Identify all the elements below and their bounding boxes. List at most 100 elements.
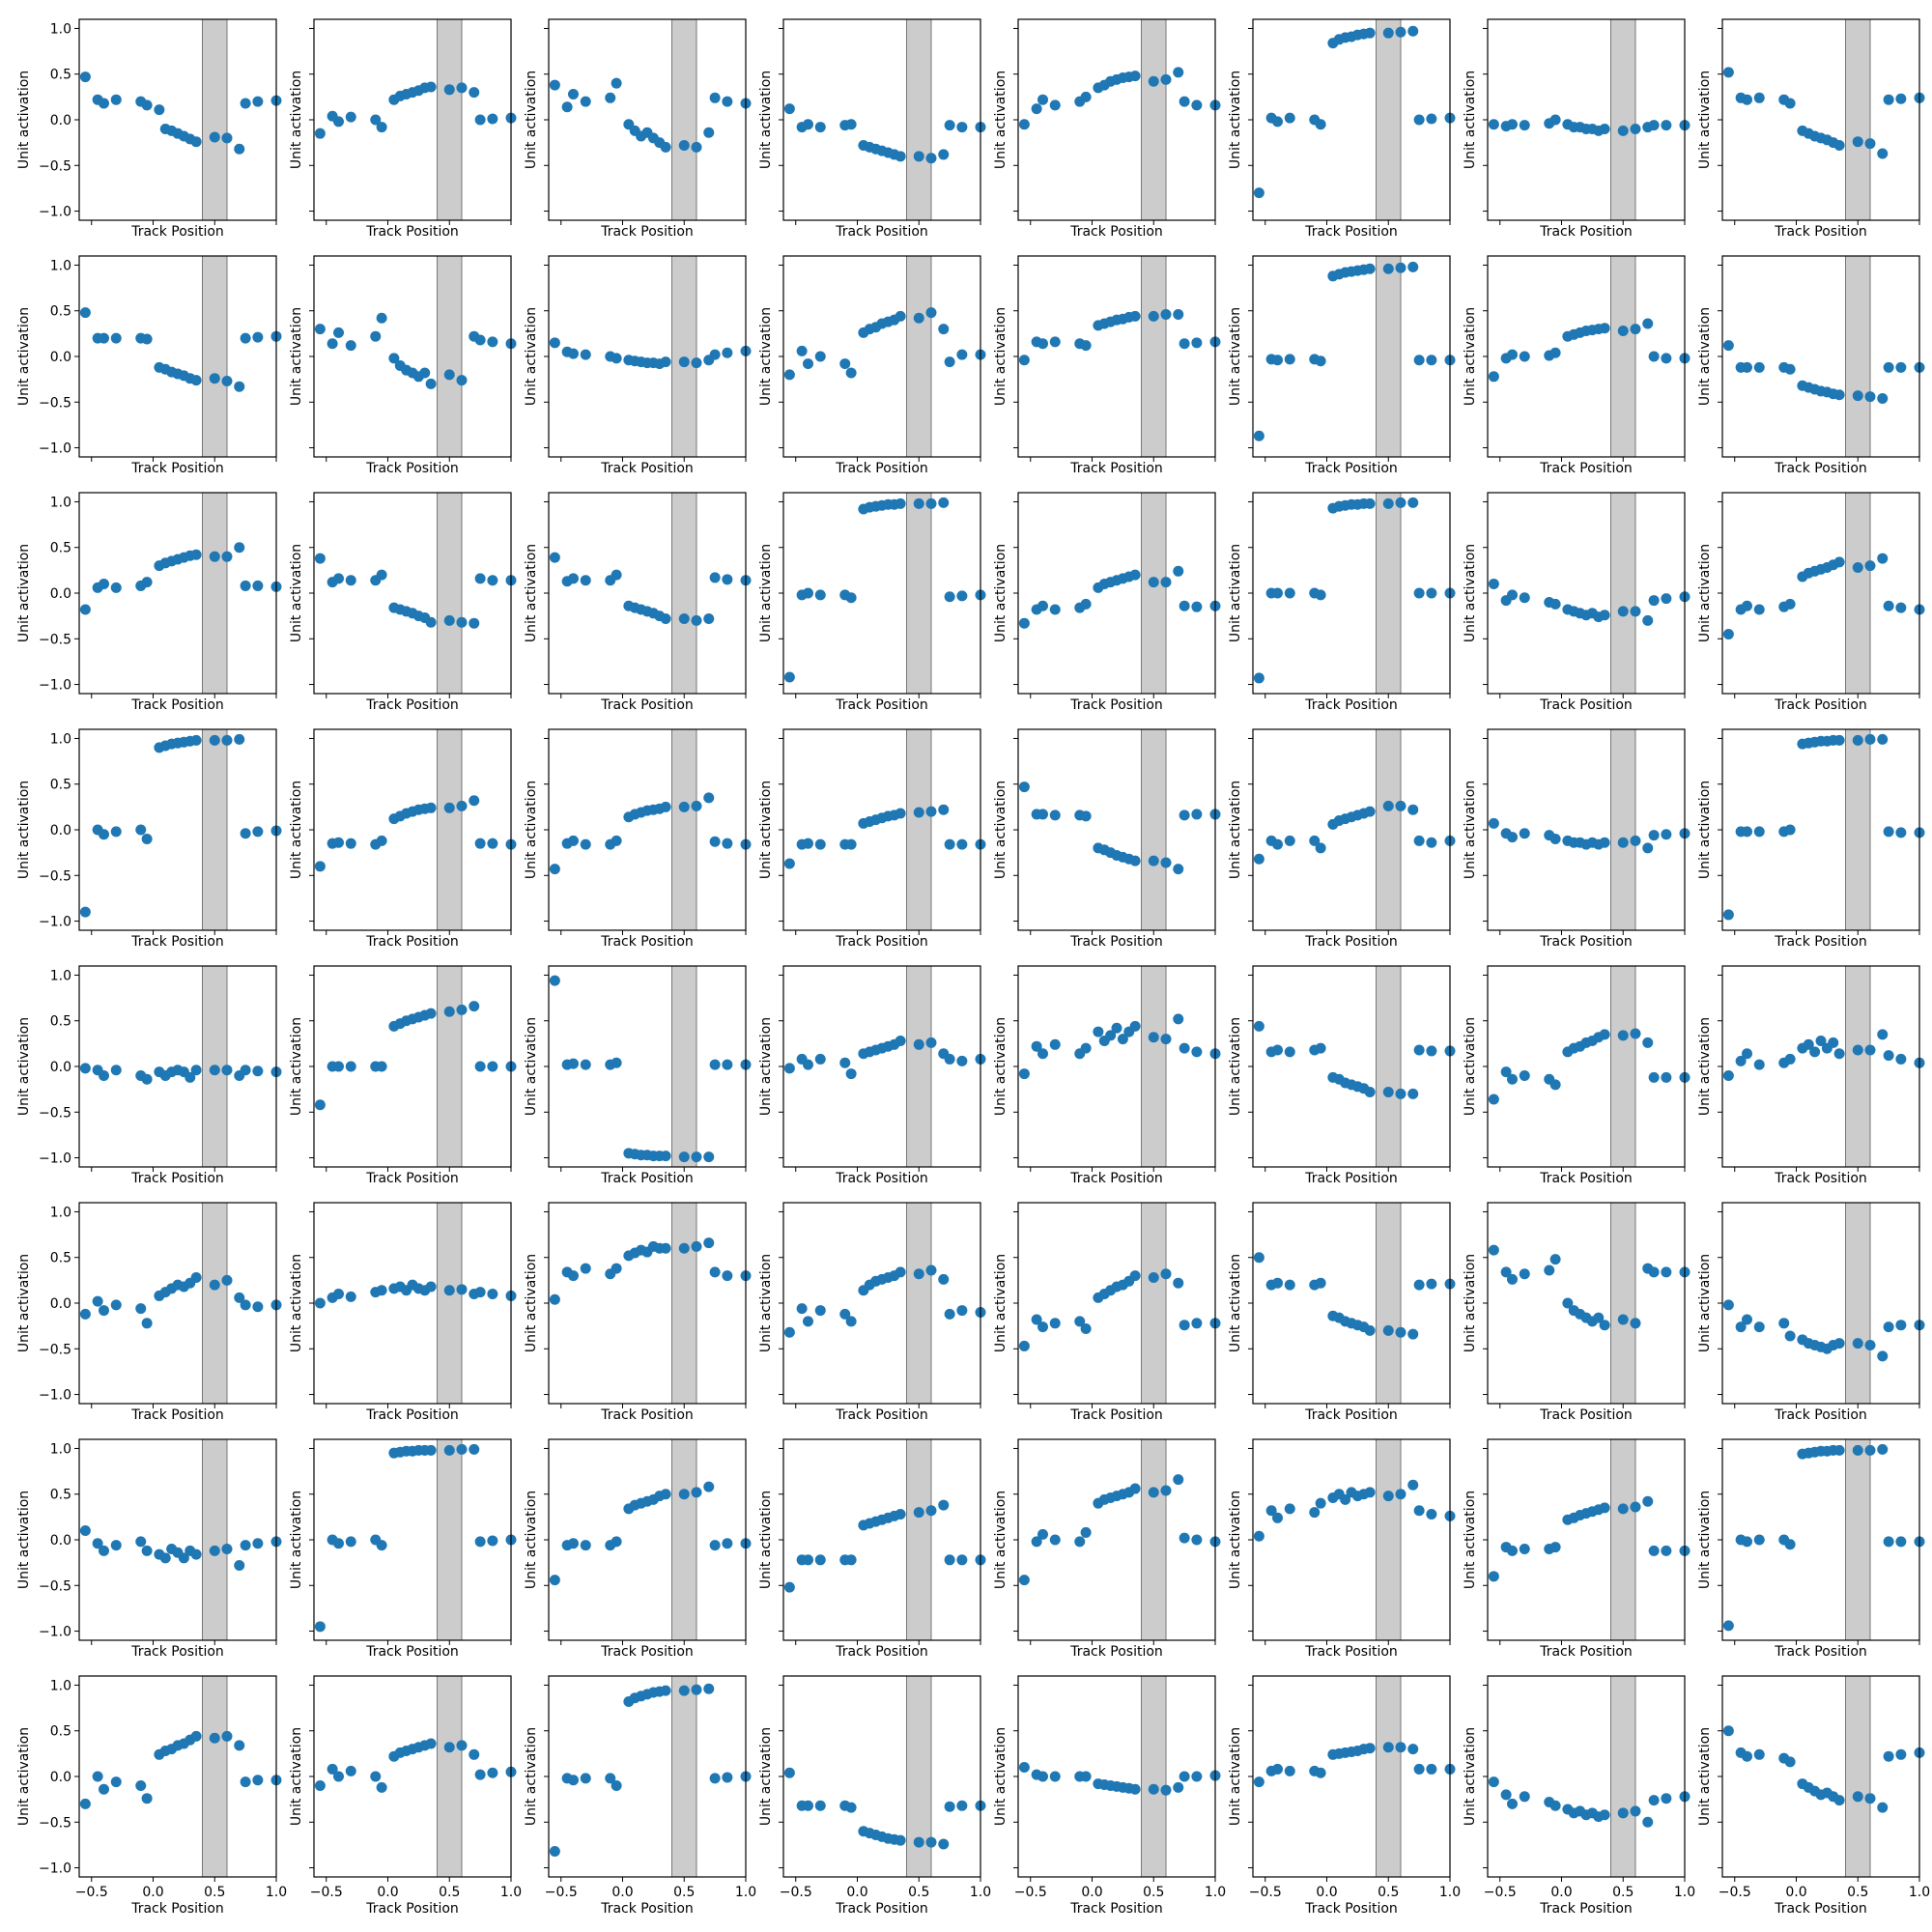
data-point [703,127,715,138]
data-point [1852,390,1863,402]
data-point [1722,67,1734,78]
data-point [99,1305,109,1317]
x-tick-label: −0.5 [310,1885,343,1900]
y-axis-label: Unit activation [16,1254,32,1352]
data-point [1148,855,1159,867]
data-point [1173,1277,1184,1289]
data-point [314,324,326,335]
x-axis-label: Track Position [1539,1171,1633,1186]
data-point [1426,1763,1437,1775]
data-point [1519,828,1530,839]
data-point [660,1151,671,1162]
data-point [913,1507,924,1519]
x-axis-label: Track Position [1304,934,1398,950]
y-axis-label: Unit activation [1228,1017,1243,1116]
panel-frame [548,728,747,931]
data-point [660,612,671,624]
data-point [1648,1545,1660,1556]
data-point [1129,1483,1141,1494]
data-point [221,1274,233,1286]
data-point [1179,1771,1190,1782]
data-point [783,858,795,869]
data-point [611,77,622,89]
y-tick-label: 0.5 [50,68,71,83]
panel-frame [548,492,747,695]
y-axis-label: Unit activation [289,1254,304,1352]
y-tick-label: 0.5 [50,541,71,556]
y-axis-label: Unit activation [1228,1491,1243,1589]
data-point [1037,94,1048,105]
data-point [722,96,733,107]
data-point [1284,1279,1295,1291]
data-point [691,1684,702,1695]
data-point [1179,600,1190,611]
data-point [1864,1339,1876,1350]
data-point [487,1289,498,1300]
data-point [1080,598,1092,610]
x-tick-label: 1.0 [1205,1885,1226,1900]
y-tick-label: −1.0 [39,678,71,694]
panel-frame [1252,965,1451,1168]
data-point [1191,1318,1203,1329]
data-point [944,1308,955,1320]
data-point [425,802,437,813]
data-point [1630,1028,1641,1039]
data-point [1309,835,1321,846]
data-point [1191,337,1203,349]
data-point [1784,98,1796,109]
data-point [456,1004,468,1015]
data-point [709,836,721,847]
panel-frame [548,18,747,221]
data-point [141,1545,153,1556]
x-axis-label: Track Position [1069,934,1163,950]
data-point [956,590,968,602]
data-point [1784,1330,1796,1342]
data-point [1877,553,1889,564]
data-point [1364,1086,1376,1097]
data-point [803,838,813,849]
data-point [1833,1444,1845,1456]
data-point [1253,853,1264,865]
data-point [345,1061,356,1072]
shaded-region [202,1202,228,1405]
data-point [1549,833,1561,844]
data-point [1253,1020,1264,1032]
x-tick-label: −0.5 [1014,1885,1047,1900]
panel-r2-c6: Track Position Unit activation [1228,255,1456,476]
panel-frame [1017,728,1216,931]
data-point [1519,1791,1530,1803]
data-point [1395,1088,1406,1099]
data-point [956,1800,968,1811]
data-point [1395,26,1406,38]
data-point [110,1776,122,1788]
data-point [611,1779,622,1791]
data-point [549,552,560,563]
data-point [252,96,264,107]
data-point [487,113,498,125]
data-point [190,1065,202,1076]
data-point [234,542,245,554]
data-point [1544,1264,1555,1276]
data-point [79,1308,91,1320]
data-point [549,864,560,875]
data-point [327,1763,338,1775]
panel-r6-c3: Track Position Unit activation [524,1202,752,1423]
data-point [1284,1503,1295,1515]
data-point [1407,804,1419,815]
y-axis-label: Unit activation [993,1017,1009,1116]
data-point [240,1540,251,1551]
data-point [1018,781,1030,793]
data-point [221,132,233,144]
data-point [1364,1743,1376,1754]
data-point [895,808,906,819]
data-point [1852,734,1863,746]
data-point [913,1038,924,1050]
data-point [314,861,326,872]
panel-frame [313,1202,512,1405]
data-point [209,1065,220,1076]
panel-frame [782,18,981,221]
shaded-region [202,1438,228,1641]
data-point [1883,94,1894,105]
shaded-region [906,965,932,1168]
panel-frame [78,492,277,695]
